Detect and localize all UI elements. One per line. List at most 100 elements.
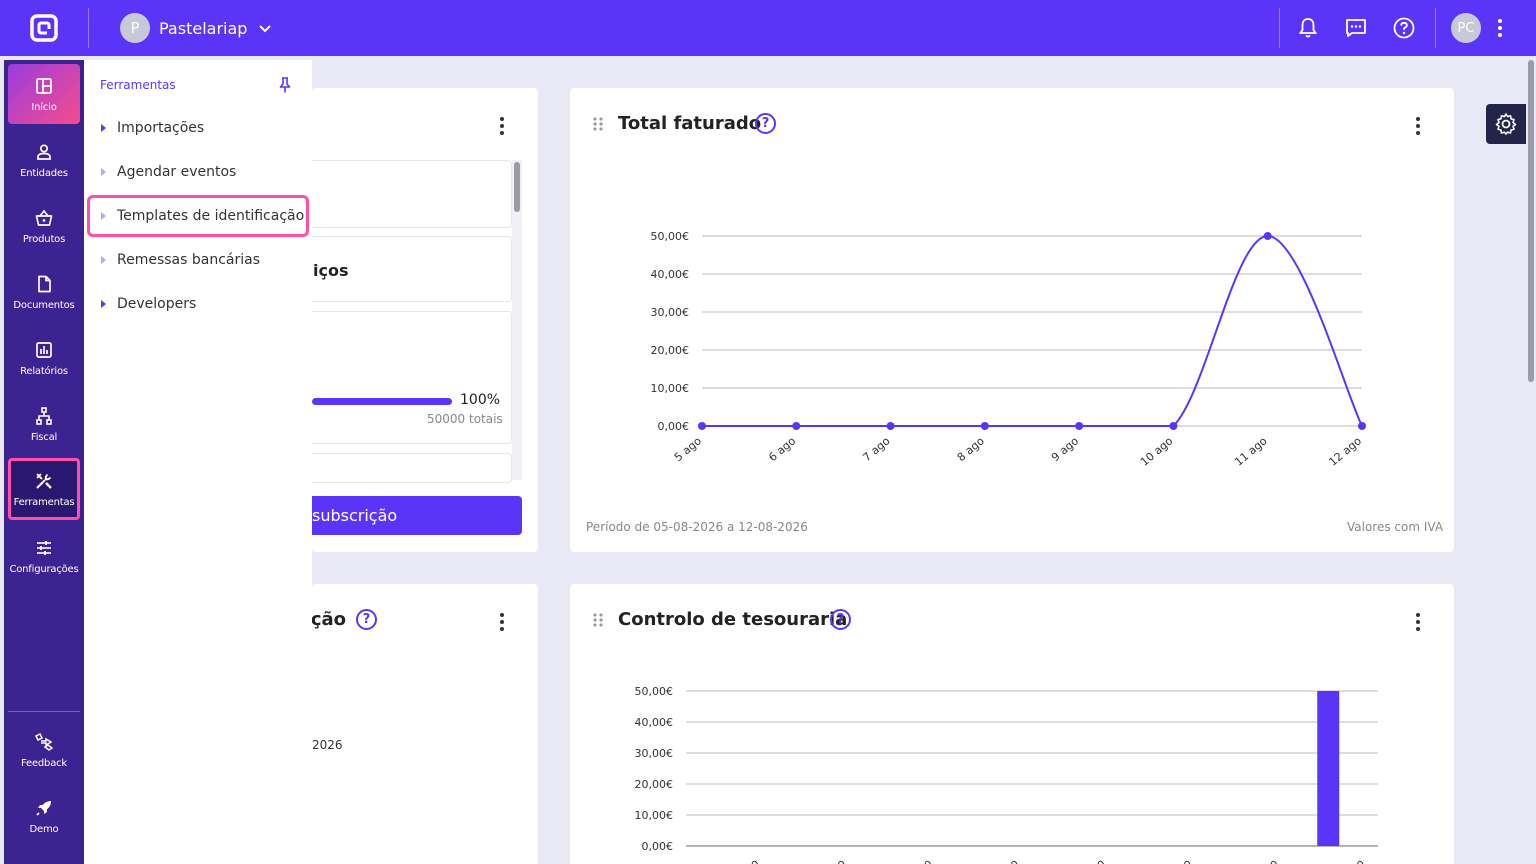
nav-entidades[interactable]: Entidades [8,130,80,190]
help-icon[interactable]: ? [830,609,851,630]
y-tick-label: 30,00€ [635,747,674,760]
help-icon[interactable]: ? [356,609,377,630]
caret-right-icon [101,124,106,132]
drag-handle-icon[interactable] [592,612,604,628]
more-icon[interactable] [1488,16,1512,40]
flyout-item-templates-identificacao[interactable]: Templates de identificação [87,195,309,237]
nav-label: Relatórios [20,365,68,377]
nav-label: Entidades [20,167,68,179]
card-menu-icon[interactable] [499,116,505,135]
subscription-heading: iços [313,261,349,280]
drag-handle-icon[interactable] [592,116,604,132]
usage-totals: 50000 totais [427,412,503,426]
tools-icon [36,472,52,489]
nav-feedback[interactable]: Feedback [8,720,80,780]
nav-label: Feedback [20,757,68,769]
card-menu-icon[interactable] [1415,116,1421,135]
gear-icon [1495,113,1517,135]
subscription-item [300,160,512,228]
chevron-down-icon [259,25,272,33]
y-tick-label: 0,00€ [642,840,674,853]
caret-right-icon [101,300,106,308]
flyout-item-label: Agendar eventos [117,164,237,180]
data-point[interactable] [698,422,706,430]
y-tick-label: 0,00€ [658,420,690,433]
subscription-item [300,311,512,444]
data-point[interactable] [980,422,989,430]
nav-produtos[interactable]: Produtos [8,196,80,256]
nav-relatorios[interactable]: Relatórios [8,328,80,388]
company-selector[interactable]: P Pastelariap [120,12,273,44]
caret-right-icon [101,168,106,176]
nav-label: Demo [29,823,59,835]
x-tick-label: 6 ago [766,434,798,464]
data-point[interactable] [1075,422,1084,430]
basket-icon [35,209,53,226]
flyout-item-label: Remessas bancárias [117,252,261,268]
help-icon[interactable]: ? [755,113,776,134]
y-tick-label: 40,00€ [635,716,674,729]
scrollbar-thumb[interactable] [514,162,520,212]
x-tick-label: 12 ago [1329,856,1367,864]
x-tick-label: 7 ago [860,434,892,464]
x-tick-label: 5 ago [729,856,761,864]
flyout-item-label: Templates de identificação [117,208,305,224]
top-bar: P Pastelariap PC [0,0,1536,56]
data-point[interactable] [792,422,801,430]
flyout-title: Ferramentas [100,78,176,92]
card-menu-icon[interactable] [1415,612,1421,631]
card-menu-icon[interactable] [499,612,505,631]
nav-demo[interactable]: Demo [8,786,80,846]
x-tick-label: 8 ago [989,856,1021,864]
nav-fiscal[interactable]: Fiscal [8,394,80,454]
nav-configuracoes[interactable]: Configurações [8,526,80,586]
chat-icon[interactable] [1344,16,1368,40]
data-point[interactable] [1169,422,1178,430]
document-icon [38,275,51,292]
nav-documentos[interactable]: Documentos [8,262,80,322]
x-tick-label: 10 ago [1156,856,1194,864]
data-point[interactable] [886,422,895,430]
period-text: Período de 05-08-2026 a 12-08-2026 [586,520,808,534]
x-tick-label: 6 ago [816,856,848,864]
feedback-icon [34,732,54,751]
user-avatar[interactable]: PC [1451,13,1481,43]
help-icon[interactable] [1392,16,1416,40]
grid-icon [36,77,52,94]
company-avatar: P [120,13,150,43]
x-tick-label: 12 ago [1326,434,1364,469]
series-line [701,234,1363,428]
app-logo-icon[interactable] [28,12,60,44]
topbar-divider [1435,8,1436,48]
sidebar: Início Entidades Produtos Documentos Rel… [4,60,84,864]
bar[interactable] [1317,691,1340,846]
page-scrollbar[interactable] [1528,60,1534,382]
data-point[interactable] [1358,422,1366,430]
pin-icon[interactable] [276,76,294,94]
company-name: Pastelariap [159,18,248,38]
subscription-button-label: subscrição [312,506,398,525]
bell-icon[interactable] [1296,16,1320,40]
dashboard-settings-button[interactable] [1486,104,1526,144]
nav-label: Documentos [13,299,75,311]
flyout-item-developers[interactable]: Developers [88,284,308,324]
flyout-item-remessas-bancarias[interactable]: Remessas bancárias [88,240,308,280]
y-tick-label: 10,00€ [651,382,690,395]
nav-label: Fiscal [30,431,58,443]
person-icon [37,143,51,160]
total-faturado-chart: 0,00€ 10,00€ 20,00€ 30,00€ 40,00€ 50,00€ 5 ago… [651,230,1366,469]
card-date: 8-2026 [312,738,343,752]
x-tick-label: 7 ago [902,856,934,864]
subscription-button[interactable]: subscrição [312,496,522,535]
y-tick-label: 30,00€ [651,306,690,319]
card-title: Controlo de tesouraria [618,609,848,630]
nav-ferramentas[interactable]: Ferramentas [8,458,80,520]
flyout-item-agendar-eventos[interactable]: Agendar eventos [88,152,308,192]
tools-flyout-menu: Ferramentas Importações Agendar eventos … [84,60,312,864]
nav-label: Configurações [9,563,79,575]
nav-inicio[interactable]: Início [8,64,80,124]
y-tick-label: 20,00€ [635,778,674,791]
flyout-item-importacoes[interactable]: Importações [88,108,308,148]
scroll-track[interactable] [512,160,522,480]
data-point[interactable] [1263,232,1272,240]
